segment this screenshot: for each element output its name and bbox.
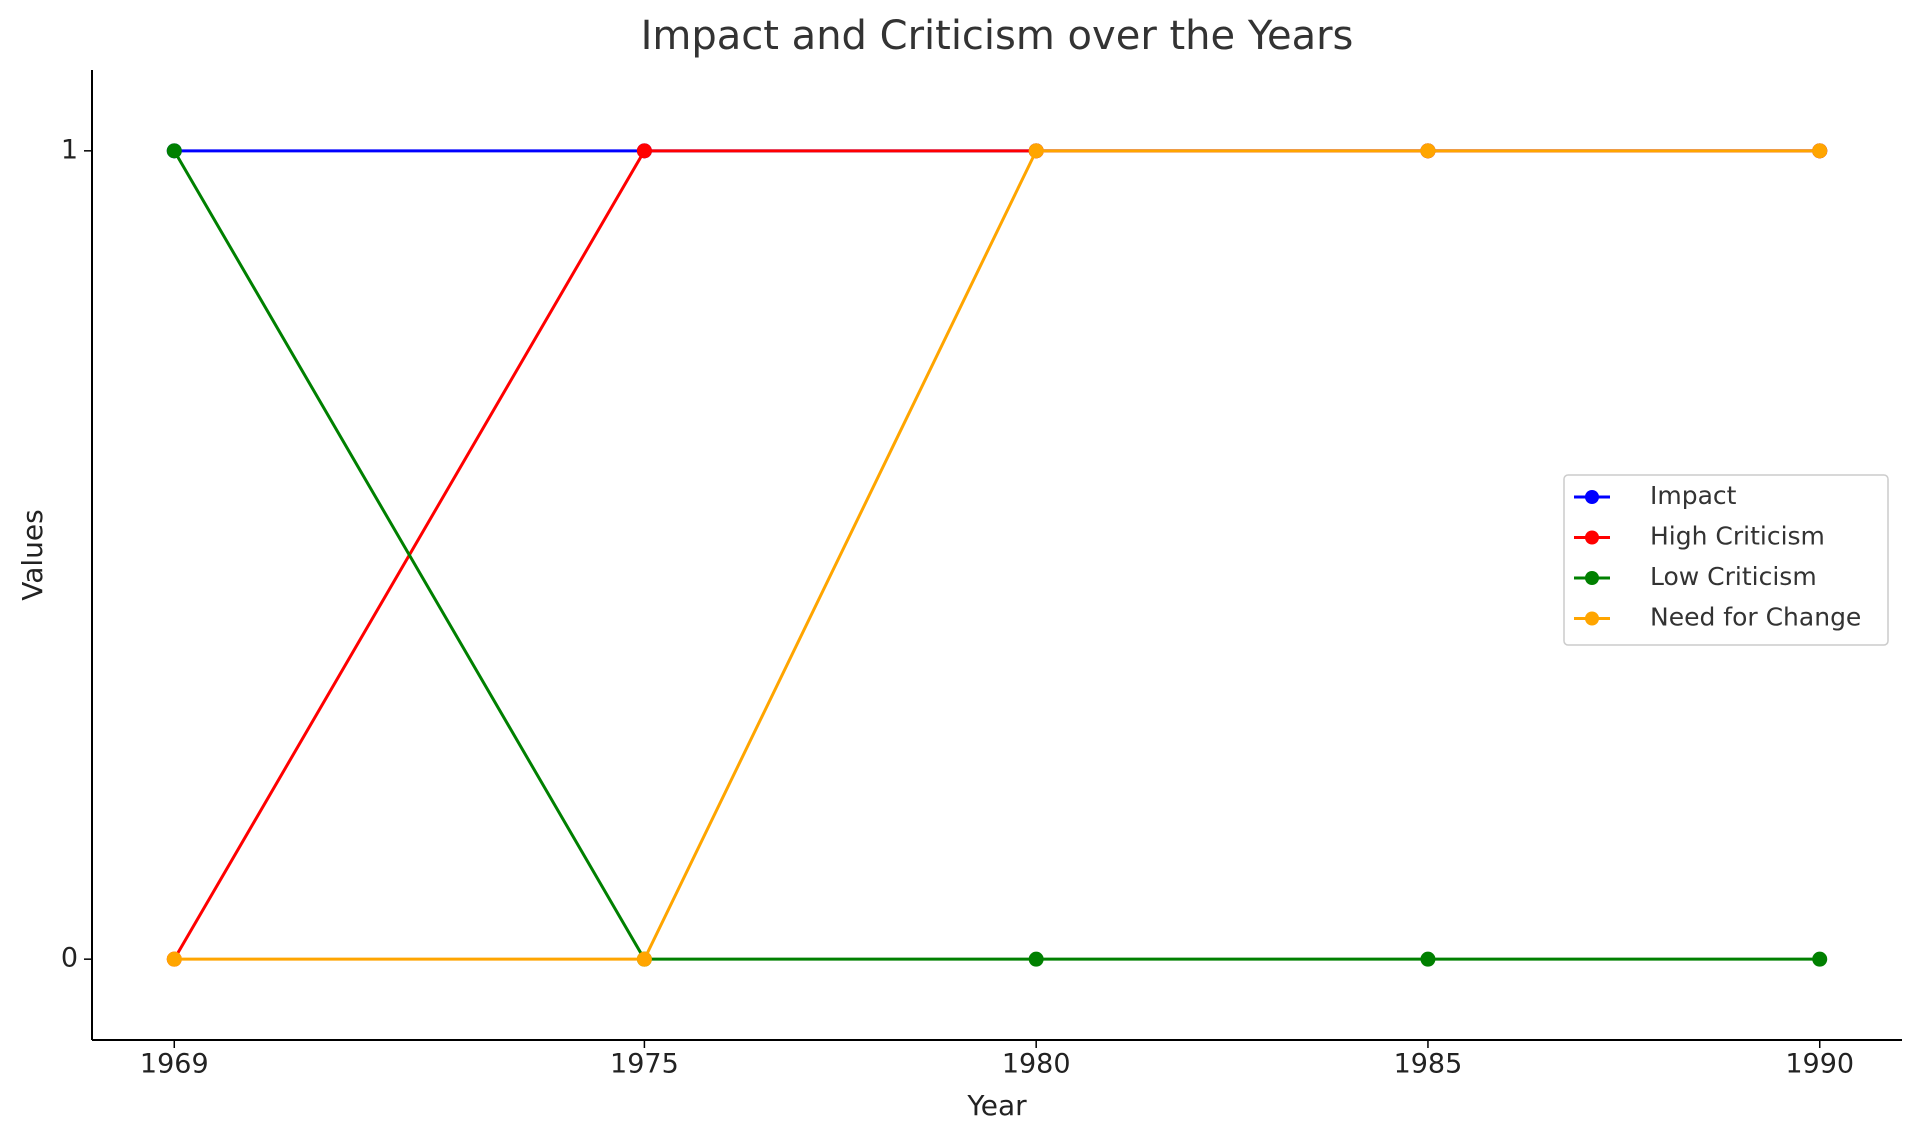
legend-label: Impact (1650, 481, 1737, 510)
legend-frame (1563, 474, 1889, 646)
series-marker (1028, 143, 1044, 159)
legend-label: High Criticism (1650, 522, 1825, 551)
series-marker (636, 143, 652, 159)
legend-marker (1585, 490, 1599, 504)
y-tick-label: 0 (61, 943, 78, 974)
x-tick-label: 1985 (1394, 1049, 1463, 1080)
y-axis-label: Values (16, 509, 49, 600)
legend-label: Need for Change (1650, 603, 1861, 632)
legend-label: Low Criticism (1650, 562, 1817, 591)
chart-title: Impact and Criticism over the Years (641, 13, 1354, 59)
legend: Impact High Criticism Low Criticism Need fo… (1563, 474, 1889, 646)
series-marker (1812, 951, 1828, 967)
x-tick-label: 1969 (140, 1049, 209, 1080)
series-marker (1420, 143, 1436, 159)
series-marker (1420, 951, 1436, 967)
x-axis-label: Year (966, 1089, 1027, 1122)
legend-marker (1585, 611, 1599, 626)
series-marker (636, 951, 652, 967)
legend-marker (1585, 530, 1599, 545)
series-marker (1812, 143, 1828, 159)
series-marker (1028, 951, 1044, 967)
series-marker (166, 951, 182, 967)
y-tick-label: 1 (61, 134, 78, 165)
series-marker (166, 143, 182, 159)
x-tick-label: 1980 (1002, 1049, 1071, 1080)
legend-marker (1585, 571, 1599, 585)
x-tick-label: 1975 (610, 1049, 679, 1080)
x-tick-label: 1990 (1785, 1049, 1854, 1080)
